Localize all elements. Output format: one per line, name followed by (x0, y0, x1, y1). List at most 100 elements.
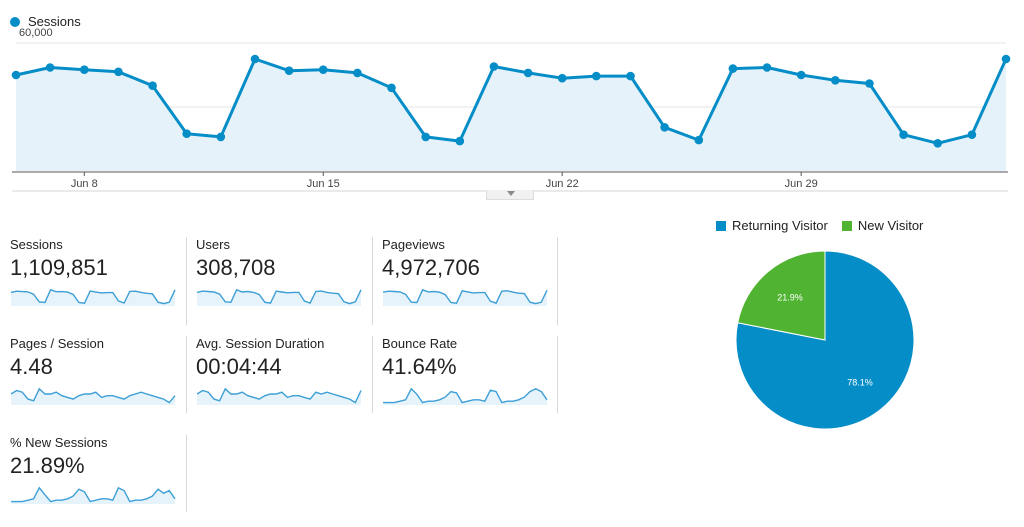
metric-separator (372, 336, 373, 413)
sparkline-line (196, 288, 362, 305)
sessions-point[interactable] (182, 129, 191, 138)
sessions-point[interactable] (626, 71, 635, 81)
metric-sparkline (383, 387, 548, 405)
sparkline-area (11, 289, 175, 306)
metric-value: 21.89% (10, 453, 85, 478)
metric-value: 41.64% (382, 354, 457, 379)
sessions-point[interactable] (728, 64, 738, 73)
pie-legend-item-new[interactable]: New Visitor (841, 218, 924, 233)
metric-sparkline (10, 288, 176, 306)
pie-legend-item-returning[interactable]: Returning Visitor (716, 218, 828, 233)
x-tick-label: Jun 29 (785, 178, 818, 190)
sparkline-line (383, 387, 548, 404)
sessions-legend-dot (10, 16, 20, 27)
metric-tile[interactable]: Avg. Session Duration 00:04:44 (196, 336, 366, 406)
x-tick-label: Jun 15 (307, 178, 340, 190)
sessions-point[interactable] (660, 123, 669, 132)
metric-value: 4,972,706 (382, 255, 480, 280)
chart-resize-handle[interactable] (486, 190, 534, 200)
sessions-point[interactable] (421, 132, 431, 142)
metric-tile[interactable]: Bounce Rate 41.64% (382, 336, 552, 406)
sessions-point[interactable] (967, 130, 977, 139)
metric-tile[interactable]: Pages / Session 4.48 (10, 336, 180, 406)
x-tick-label: Jun 22 (546, 178, 579, 190)
sessions-point[interactable] (148, 81, 157, 90)
metric-value: 308,708 (196, 255, 276, 280)
sessions-point[interactable] (455, 136, 465, 146)
returning-swatch (716, 220, 726, 231)
sessions-point[interactable] (387, 83, 396, 93)
metric-separator (557, 336, 558, 413)
sessions-point[interactable] (11, 70, 21, 80)
pie-legend-label-returning: Returning Visitor (732, 218, 828, 233)
sessions-point[interactable] (284, 66, 294, 75)
sessions-point[interactable] (831, 76, 840, 85)
sessions-point[interactable] (899, 130, 908, 139)
metric-tile[interactable]: % New Sessions 21.89% (10, 435, 180, 505)
metric-tile[interactable]: Sessions 1,109,851 (10, 237, 180, 307)
metric-label: Pages / Session (10, 336, 104, 351)
sessions-point[interactable] (489, 62, 499, 71)
metric-label: Sessions (10, 237, 63, 252)
sparkline-line (196, 387, 362, 404)
metric-label: Avg. Session Duration (196, 336, 325, 351)
sessions-point[interactable] (557, 73, 567, 83)
sparkline-line (10, 387, 176, 404)
sessions-point[interactable] (933, 139, 942, 148)
metric-tile[interactable]: Pageviews 4,972,706 (382, 237, 552, 307)
visitor-type-pie-chart: 78.1% 21.9% (735, 250, 915, 430)
metric-separator (186, 237, 187, 325)
metric-label: Bounce Rate (382, 336, 458, 351)
sessions-point[interactable] (216, 132, 226, 142)
metric-tile[interactable]: Users 308,708 (196, 237, 366, 307)
sparkline-line (11, 486, 176, 503)
sessions-area (16, 59, 1006, 171)
sparkline-line (10, 288, 176, 305)
sessions-point[interactable] (318, 65, 328, 74)
x-tick-label: Jun 8 (71, 178, 98, 190)
sessions-point[interactable] (762, 63, 772, 72)
metric-separator (557, 237, 558, 325)
main-chart-legend[interactable]: Sessions (10, 14, 81, 29)
chevron-down-icon (507, 191, 515, 196)
sessions-line (15, 57, 1008, 145)
sessions-point[interactable] (694, 135, 704, 145)
metric-separator (186, 336, 187, 413)
metric-separator (186, 435, 187, 512)
sessions-legend-label: Sessions (28, 14, 81, 29)
sessions-point[interactable] (80, 65, 89, 74)
sessions-point[interactable] (796, 70, 806, 80)
sparkline-area (11, 388, 175, 405)
pie-label-returning: 78.1% (847, 378, 873, 388)
sparkline-area (383, 289, 547, 306)
sessions-point[interactable] (865, 79, 874, 88)
pie-legend-label-new: New Visitor (857, 218, 924, 233)
sessions-point[interactable] (592, 71, 601, 81)
y-tick-label: 60,000 (19, 27, 53, 39)
sparkline-area (197, 289, 361, 306)
metric-label: Pageviews (382, 237, 445, 252)
metric-sparkline (196, 387, 362, 405)
metric-value: 00:04:44 (196, 354, 282, 379)
sessions-point[interactable] (1001, 54, 1011, 64)
sessions-point[interactable] (250, 54, 260, 64)
sessions-point[interactable] (523, 68, 533, 78)
pie-label-new: 21.9% (777, 292, 803, 302)
sparkline-area (11, 487, 175, 504)
sessions-point[interactable] (45, 63, 55, 72)
sessions-point[interactable] (114, 67, 123, 77)
pie-legend: Returning Visitor New Visitor (716, 218, 923, 233)
metric-label: Users (196, 237, 230, 252)
metric-value: 4.48 (10, 354, 53, 379)
metric-sparkline (382, 288, 548, 306)
sessions-point[interactable] (353, 68, 362, 78)
pie-slice-new[interactable] (737, 250, 826, 341)
sparkline-line (382, 288, 548, 305)
new-swatch (841, 220, 852, 231)
metric-sparkline (10, 387, 176, 405)
metric-sparkline (196, 288, 362, 306)
sparkline-area (197, 388, 361, 405)
sparkline-area (383, 388, 547, 405)
metric-value: 1,109,851 (10, 255, 108, 280)
